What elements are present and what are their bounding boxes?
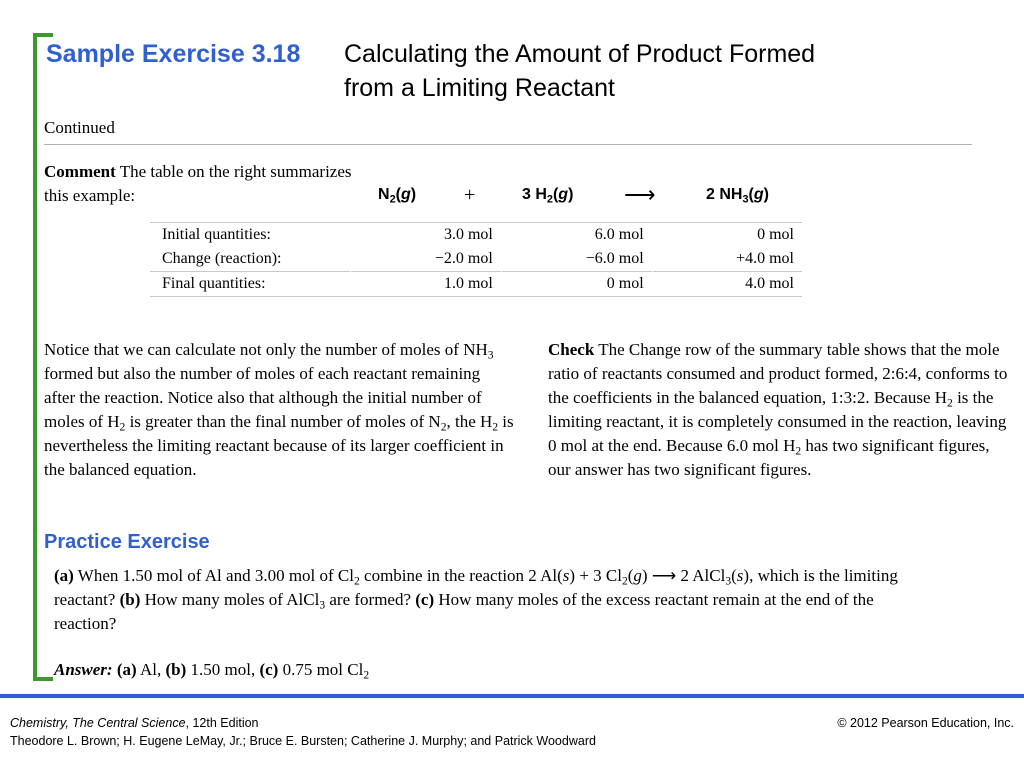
comment-label: Comment: [44, 162, 116, 181]
part-c-label: (c): [415, 590, 435, 609]
cell-h2: 6.0 mol: [500, 222, 653, 247]
row-label: Final quantities:: [150, 271, 351, 297]
answer-c-value: 0.75 mol Cl: [278, 660, 364, 679]
check-text: has two significant figures, our answer …: [548, 436, 990, 479]
practice-text: When 1.50 mol of Al and 3.00 mol of Cl: [73, 566, 354, 585]
subscript: 2: [440, 420, 447, 434]
subscript: 2: [363, 668, 370, 682]
answer-line: Answer: (a) Al, (b) 1.50 mol, (c) 0.75 m…: [54, 658, 369, 682]
cell-n2: −2.0 mol: [350, 247, 502, 272]
subscript: 2: [621, 574, 628, 588]
subscript: 3: [319, 598, 326, 612]
state-symbol: g: [633, 566, 642, 585]
comment-text-1: The table on the right summarizes: [115, 162, 352, 181]
part-b-label: (b): [119, 590, 141, 609]
footer-book-info: Chemistry, The Central Science, 12th Edi…: [10, 716, 259, 730]
reactant-n2-state: g: [400, 186, 411, 203]
reactant-h2-subscript: 2: [546, 193, 553, 206]
product-nh3-subscript: 3: [742, 193, 749, 206]
exercise-number-title: Sample Exercise 3.18: [46, 40, 301, 68]
reactant-n2: N2(g): [378, 186, 417, 206]
notice-text: formed but also the number of moles of e…: [44, 364, 482, 431]
subscript: 2: [492, 420, 499, 434]
product-nh3-state: g: [753, 186, 764, 203]
check-text: is the limiting reactant, it is complete…: [548, 388, 1007, 455]
practice-text: ): [641, 566, 648, 585]
footer-copyright: © 2012 Pearson Education, Inc.: [837, 716, 1014, 730]
subscript: 2: [947, 396, 953, 410]
check-text: The Change row of the summary table show…: [548, 340, 1008, 407]
cell-nh3: 4.0 mol: [651, 271, 802, 297]
check-label: Check: [548, 340, 595, 359]
practice-text: combine in the reaction 2 Al(: [359, 566, 563, 585]
reactant-n2-formula: N: [378, 186, 390, 203]
practice-text: (: [627, 566, 634, 585]
subscript: 3: [487, 348, 494, 362]
exercise-title-line-1: Calculating the Amount of Product Formed: [344, 40, 816, 68]
practice-text: How many moles of AlCl: [140, 590, 320, 609]
practice-text: are formed?: [325, 590, 416, 609]
footer-authors: Theodore L. Brown; H. Eugene LeMay, Jr.;…: [10, 734, 596, 748]
row-label: Change (reaction):: [162, 250, 282, 267]
practice-text: ) + 3 Cl: [569, 566, 622, 585]
reactant-n2-subscript: 2: [389, 193, 396, 206]
notice-text: , the H: [446, 412, 493, 431]
product-nh3-formula: 2 NH: [706, 186, 743, 203]
notice-text: Notice that we can calculate not only th…: [44, 340, 488, 359]
notice-text: is nevertheless the limiting reactant be…: [44, 412, 514, 479]
reactant-h2: 3 H2(g): [522, 186, 574, 206]
part-a-label: (a): [54, 566, 74, 585]
subscript: 2: [119, 420, 126, 434]
table-row-initial: Initial quantities: 3.0 mol 6.0 mol 0 mo…: [150, 222, 802, 247]
answer-a-label: (a): [116, 660, 137, 679]
state-symbol: s: [562, 566, 570, 585]
subscript: 2: [795, 444, 802, 458]
reactant-h2-state: g: [558, 186, 569, 203]
answer-b-label: (b): [165, 660, 187, 679]
reaction-arrow: ⟶: [647, 566, 681, 585]
comment-paragraph: Comment The table on the right summarize…: [44, 160, 424, 208]
exercise-title-line-2: from a Limiting Reactant: [344, 74, 615, 102]
notice-text: is greater than the final number of mole…: [125, 412, 441, 431]
answer-b-value: 1.50 mol,: [186, 660, 260, 679]
comment-text-2: this example:: [44, 186, 136, 205]
check-paragraph: Check The Change row of the summary tabl…: [548, 338, 1013, 482]
subscript: 3: [725, 574, 732, 588]
practice-text: ), which is the limiting reactant?: [54, 566, 898, 609]
notice-paragraph: Notice that we can calculate not only th…: [44, 338, 514, 482]
footer-rule: [0, 694, 1024, 698]
header-divider: [44, 144, 972, 145]
cell-n2: 1.0 mol: [350, 271, 502, 297]
equation-plus: +: [464, 184, 476, 206]
answer-a-value: Al,: [136, 660, 166, 679]
reaction-equation: N2(g) + 3 H2(g) ⟶ 2 NH3(g): [150, 182, 810, 210]
answer-label: Answer:: [54, 660, 113, 679]
continued-label: Continued: [44, 118, 115, 137]
footer-edition: , 12th Edition: [185, 716, 259, 730]
state-symbol: s: [736, 566, 744, 585]
cell-nh3: +4.0 mol: [651, 247, 802, 272]
footer-book-title: Chemistry, The Central Science: [10, 716, 186, 730]
practice-exercise-heading: Practice Exercise: [44, 531, 210, 553]
green-bracket-decoration: [33, 33, 53, 681]
practice-text: How many moles of the excess reactant re…: [54, 590, 874, 633]
cell-h2: 0 mol: [500, 271, 653, 297]
practice-text: 2 AlCl: [680, 566, 726, 585]
practice-exercise-text: (a) When 1.50 mol of Al and 3.00 mol of …: [54, 564, 924, 636]
cell-n2: 3.0 mol: [350, 222, 502, 247]
practice-text: (: [731, 566, 737, 585]
cell-nh3: 0 mol: [651, 222, 802, 247]
row-label: Initial quantities:: [150, 222, 351, 247]
cell-h2: −6.0 mol: [500, 247, 653, 272]
product-nh3: 2 NH3(g): [706, 186, 769, 206]
answer-c-label: (c): [259, 660, 279, 679]
equation-arrow: ⟶: [624, 182, 656, 207]
subscript: 2: [354, 574, 360, 588]
table-row-change: Change (reaction): −2.0 mol −6.0 mol +4.…: [150, 247, 802, 272]
table-row-final: Final quantities: 1.0 mol 0 mol 4.0 mol: [150, 271, 802, 297]
summary-table: Initial quantities: 3.0 mol 6.0 mol 0 mo…: [150, 222, 802, 297]
reactant-h2-formula: 3 H: [522, 186, 547, 203]
